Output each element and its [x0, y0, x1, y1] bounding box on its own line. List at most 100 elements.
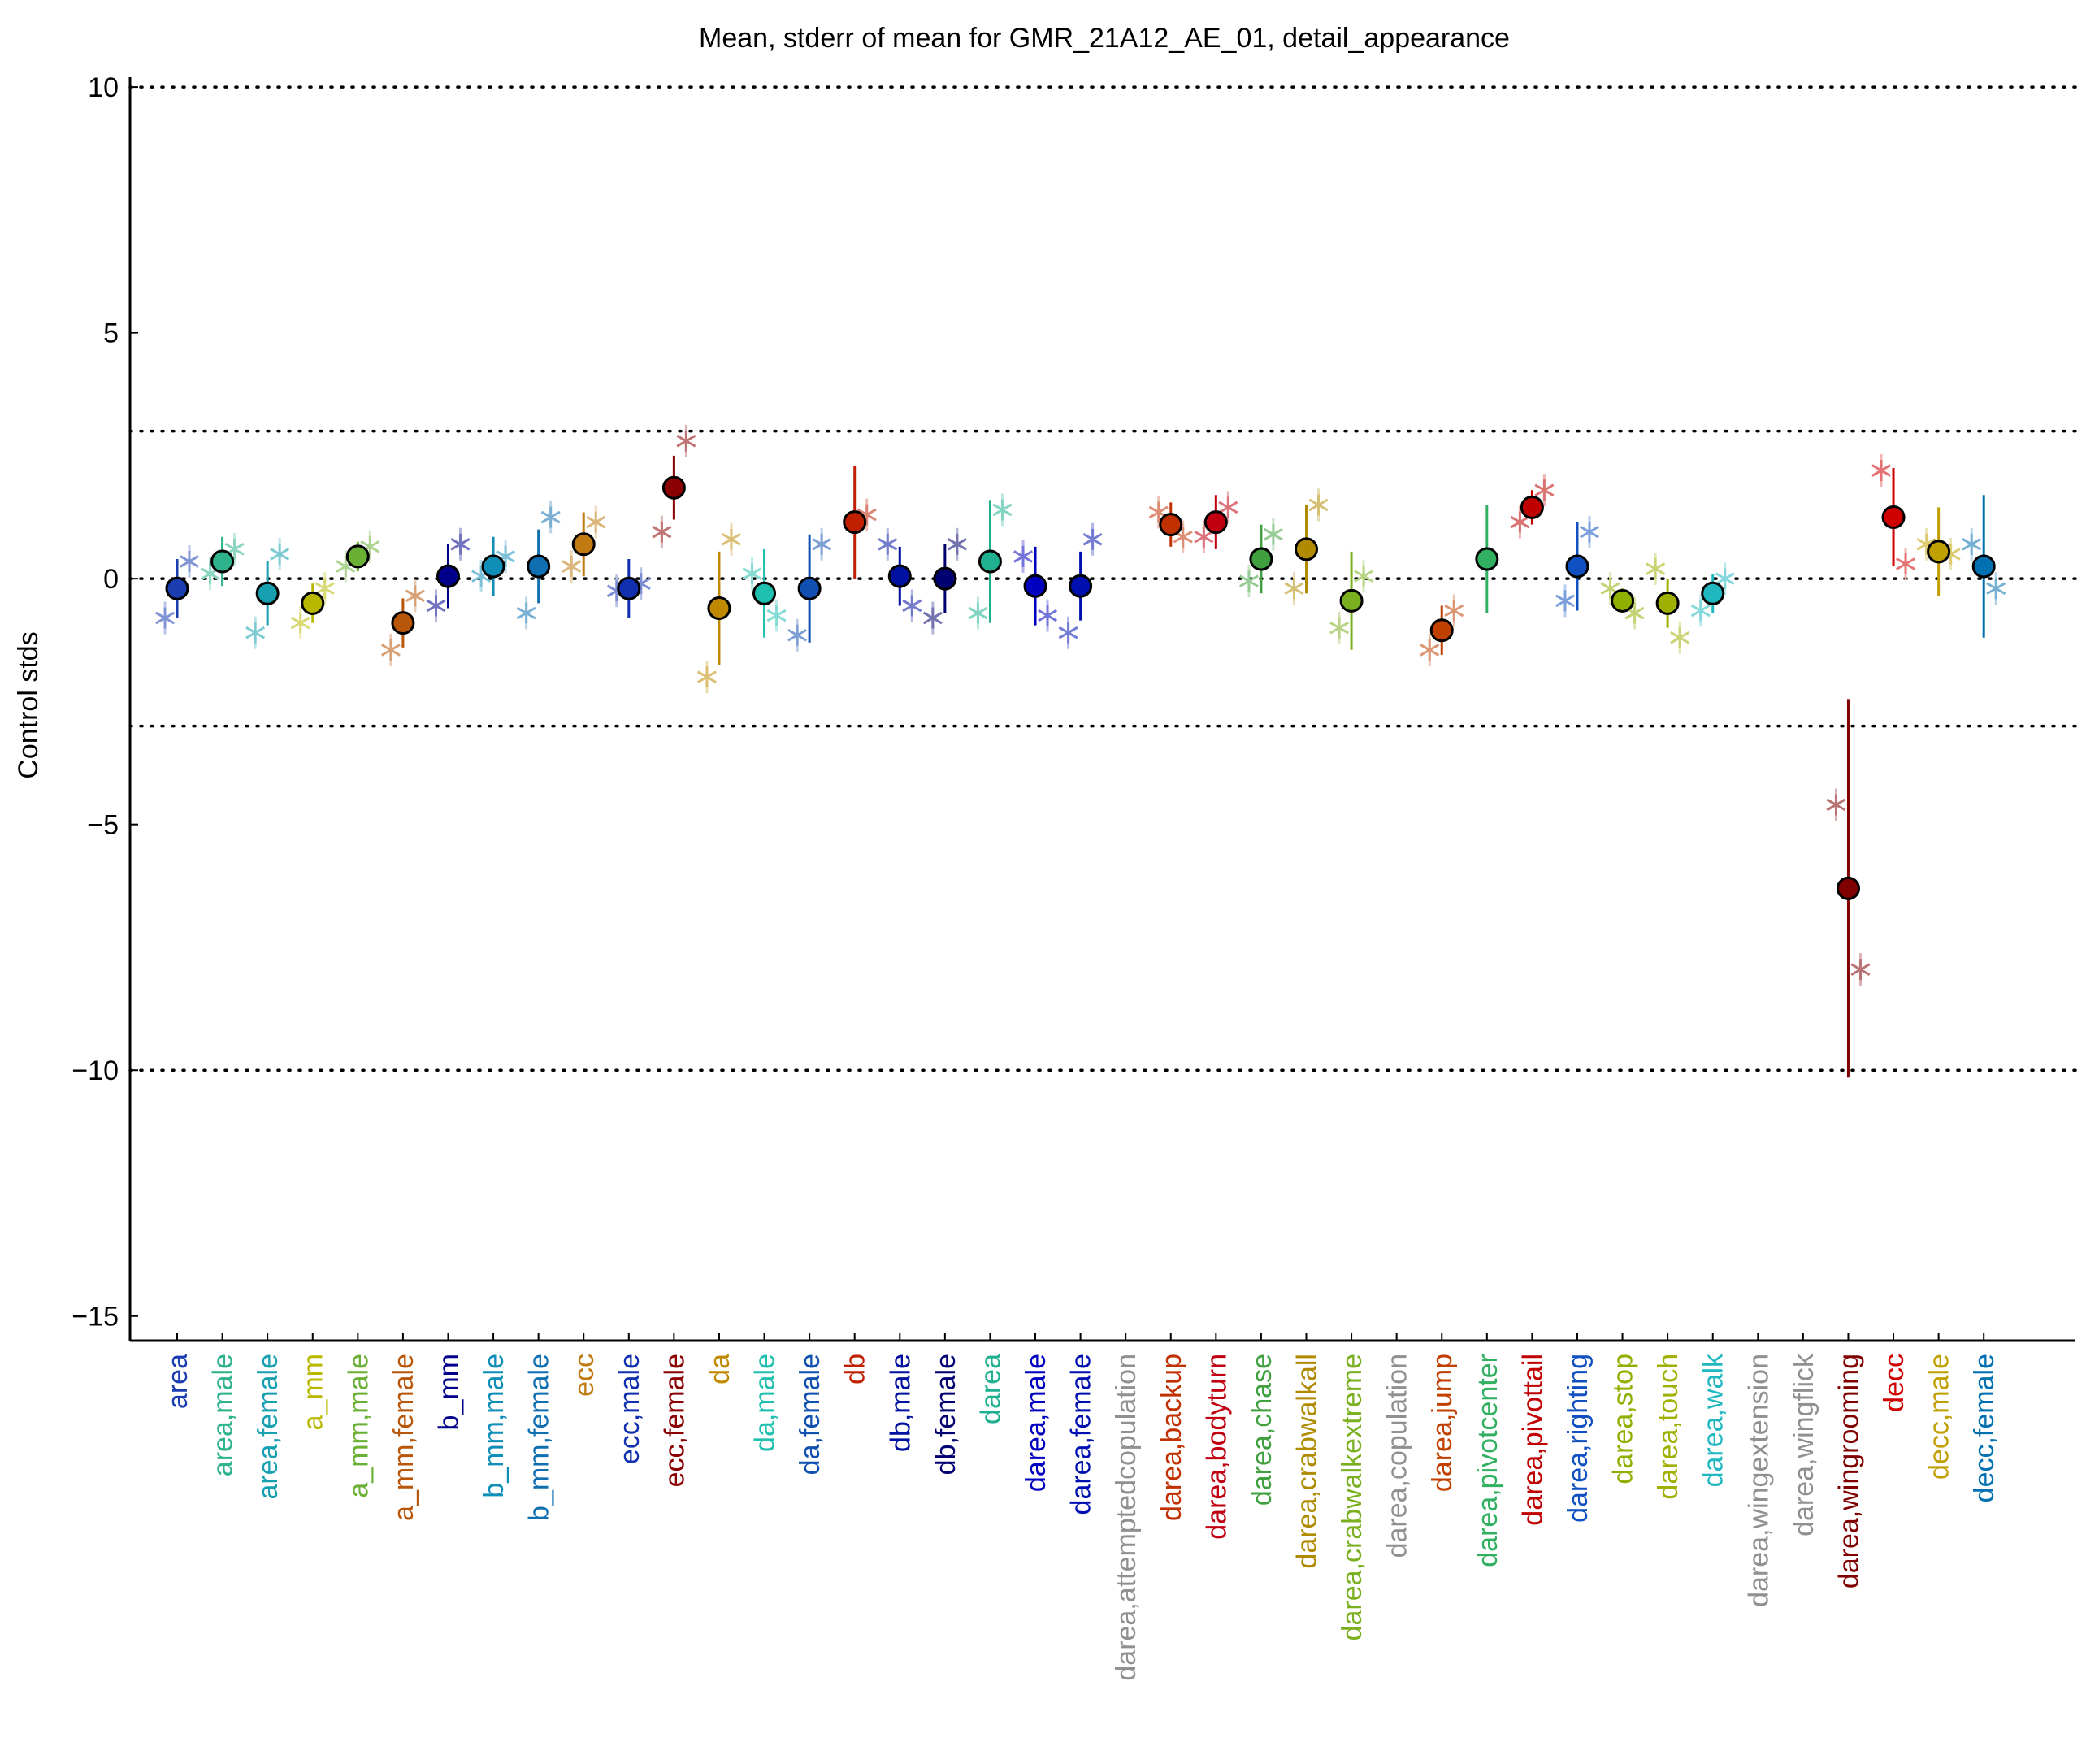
- star-marker: [154, 607, 176, 629]
- star-stroke: [652, 525, 672, 539]
- star-marker: [1510, 511, 1530, 533]
- x-tick-label: darea,wingrooming: [1833, 1354, 1864, 1588]
- x-tick-label: da,male: [750, 1354, 781, 1452]
- star-stroke: [586, 515, 606, 529]
- star-stroke: [922, 611, 943, 625]
- mean-marker: [707, 596, 731, 620]
- y-axis-label: Control stds: [13, 631, 44, 778]
- mean-marker: [1429, 618, 1454, 643]
- star-marker: [1238, 570, 1259, 592]
- x-tick-label: a_mm,female: [388, 1354, 419, 1521]
- star-stroke: [1896, 557, 1916, 570]
- star-stroke: [154, 611, 176, 625]
- star-marker: [1194, 526, 1214, 548]
- x-tick-label: darea,backup: [1156, 1354, 1187, 1521]
- star-marker: [1444, 600, 1464, 622]
- star-stroke: [1850, 963, 1871, 976]
- star-stroke: [1986, 582, 2006, 596]
- star-stroke: [1555, 594, 1575, 608]
- mean-marker: [436, 564, 460, 588]
- y-tick-label: 10: [88, 72, 119, 103]
- mean-marker: [1475, 547, 1499, 571]
- star-stroke: [290, 616, 310, 630]
- star-marker: [787, 624, 808, 646]
- star-marker: [1871, 460, 1892, 482]
- mean-marker: [1159, 513, 1183, 537]
- star-marker: [245, 622, 266, 644]
- mean-marker: [301, 591, 325, 615]
- star-marker: [1308, 494, 1329, 516]
- star-marker: [968, 602, 988, 624]
- x-tick-label: area,female: [253, 1354, 284, 1500]
- x-tick-label: darea,crabwalkall: [1292, 1354, 1323, 1569]
- star-stroke: [314, 582, 335, 596]
- mean-marker: [571, 532, 596, 557]
- x-tick-label: darea,touch: [1653, 1354, 1684, 1500]
- mean-marker: [843, 510, 867, 535]
- x-tick-label: darea,walk: [1698, 1353, 1729, 1487]
- mean-marker: [1249, 547, 1273, 571]
- star-stroke: [1962, 538, 1982, 551]
- star-marker: [1058, 622, 1078, 644]
- mean-marker: [1927, 540, 1951, 564]
- star-stroke: [1284, 582, 1304, 596]
- mean-marker: [1836, 876, 1860, 900]
- star-stroke: [1420, 644, 1440, 657]
- star-stroke: [787, 628, 808, 642]
- star-stroke: [1058, 626, 1078, 639]
- x-tick-label: da,female: [795, 1354, 826, 1475]
- mean-marker: [1611, 588, 1635, 613]
- x-tick-label: a_mm,male: [343, 1354, 374, 1498]
- mean-marker: [797, 576, 822, 600]
- x-tick-label: da: [705, 1354, 735, 1385]
- star-stroke: [1534, 483, 1555, 497]
- star-stroke: [562, 560, 582, 573]
- star-marker: [696, 666, 717, 688]
- mean-marker: [1339, 588, 1364, 613]
- star-marker: [652, 521, 672, 543]
- x-tick-label: ecc,female: [659, 1354, 690, 1487]
- star-marker: [1670, 626, 1690, 648]
- mean-marker: [1971, 554, 1996, 579]
- star-stroke: [721, 532, 741, 546]
- star-marker: [902, 595, 922, 617]
- x-tick-label: darea,crabwalkextreme: [1337, 1354, 1368, 1640]
- star-stroke: [179, 555, 200, 568]
- star-stroke: [1916, 538, 1936, 551]
- mean-marker: [887, 564, 912, 588]
- mean-marker: [933, 566, 957, 591]
- star-marker: [1850, 959, 1871, 981]
- x-tick-label: area: [163, 1354, 193, 1409]
- mean-marker: [617, 576, 641, 600]
- x-tick-label: darea,jump: [1427, 1354, 1458, 1492]
- star-stroke: [696, 670, 717, 683]
- x-tick-label: darea,stop: [1608, 1354, 1639, 1484]
- star-stroke: [1194, 530, 1214, 544]
- star-stroke: [1600, 582, 1620, 596]
- star-stroke: [1690, 604, 1711, 618]
- star-stroke: [1329, 621, 1350, 635]
- mean-marker: [1701, 581, 1725, 605]
- y-tick-label: −5: [87, 810, 119, 841]
- x-tick-label: b_mm: [433, 1354, 464, 1430]
- mean-marker: [1295, 537, 1318, 561]
- chart-title: Mean, stderr of mean for GMR_21A12_AE_01…: [699, 23, 1510, 54]
- star-stroke: [516, 606, 536, 620]
- star-stroke: [947, 538, 967, 551]
- star-stroke: [968, 606, 988, 620]
- x-tick-label: a_mm: [298, 1354, 329, 1430]
- star-marker: [1962, 533, 1982, 555]
- mean-marker: [255, 581, 280, 605]
- star-stroke: [1871, 464, 1892, 477]
- x-tick-label: darea,pivottail: [1517, 1354, 1548, 1526]
- star-stroke: [1510, 515, 1530, 529]
- star-marker: [586, 511, 606, 533]
- y-tick-label: 0: [103, 564, 119, 595]
- star-marker: [1646, 558, 1666, 580]
- star-stroke: [1013, 550, 1034, 563]
- x-tick-label: b_mm,male: [479, 1354, 510, 1498]
- mean-marker: [1881, 505, 1906, 530]
- star-stroke: [676, 434, 696, 448]
- star-stroke: [812, 538, 832, 551]
